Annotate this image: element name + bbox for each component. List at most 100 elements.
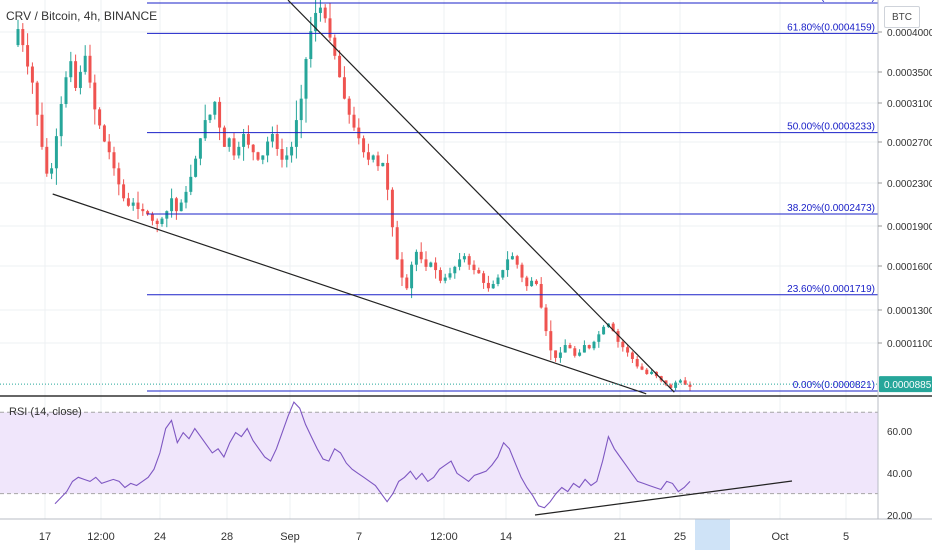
price-tick-label: 0.0002300 xyxy=(887,179,932,190)
candle-body xyxy=(477,270,481,274)
candle-body xyxy=(194,158,198,177)
candle-body xyxy=(299,98,303,121)
candle-body xyxy=(400,259,404,278)
candle-body xyxy=(146,211,150,215)
candle-body xyxy=(371,155,375,160)
candle-body xyxy=(486,282,490,289)
candle-body xyxy=(640,366,644,370)
candle-body xyxy=(510,256,514,260)
candle-body xyxy=(352,114,356,128)
candle-body xyxy=(112,152,116,169)
candle-body xyxy=(256,152,260,160)
last-price-tag: 0.0000885 xyxy=(879,376,932,393)
candle-body xyxy=(45,146,49,174)
candle-body xyxy=(174,198,178,212)
candle-body xyxy=(683,380,687,385)
fib-label: 23.60%(0.0001719) xyxy=(787,284,875,295)
candle-body xyxy=(467,256,471,265)
fib-label: 61.80%(0.0004159) xyxy=(787,22,875,33)
candle-body xyxy=(626,347,630,353)
candle-body xyxy=(69,61,73,78)
candle-body xyxy=(602,326,606,335)
candle-body xyxy=(650,371,654,374)
candle-body xyxy=(50,168,54,174)
candle-body xyxy=(362,138,366,153)
candle-body xyxy=(83,55,87,72)
candle-body xyxy=(434,262,438,271)
time-axis-ticks[interactable]: 17 12:00 24 28 Sep 7 12:00 14 21 25 Oct 5 xyxy=(39,531,849,543)
candle-body xyxy=(203,120,207,139)
candle-body xyxy=(458,259,462,267)
candle-body xyxy=(290,146,294,156)
candle-body xyxy=(587,345,591,349)
symbol-legend[interactable]: CRV / Bitcoin, 4h, BINANCE xyxy=(6,9,158,23)
candle-body xyxy=(131,202,135,206)
date-range-highlight xyxy=(695,519,730,550)
candle-body xyxy=(491,283,495,289)
fib-levels: 65.00%(0.0004443) 61.80%(0.0004159) 50.00%… xyxy=(147,0,878,392)
candle-body xyxy=(275,134,279,150)
candle-body xyxy=(597,334,601,342)
candle-body xyxy=(198,138,202,159)
time-tick-label: 21 xyxy=(614,531,626,543)
candle-body xyxy=(333,37,337,56)
rsi-line xyxy=(54,401,691,509)
candle-body xyxy=(318,7,322,13)
candle-body xyxy=(395,227,399,260)
candle-body xyxy=(222,127,226,147)
candle-body xyxy=(328,18,332,38)
time-tick-label: 24 xyxy=(154,531,166,543)
fib-label: 38.20%(0.0002473) xyxy=(787,203,875,214)
time-tick-label: 7 xyxy=(356,531,362,543)
rsi-tick-label: 40.00 xyxy=(887,469,912,480)
candle-body xyxy=(16,29,20,46)
candle-body xyxy=(35,82,39,115)
candle-body xyxy=(184,191,188,203)
upper-trendline xyxy=(287,0,675,393)
lower-trendline xyxy=(52,193,647,395)
candle-body xyxy=(549,331,553,351)
candle-body xyxy=(117,168,121,185)
last-price-label: 0.0000885 xyxy=(884,380,932,391)
time-tick-label: 12:00 xyxy=(87,531,115,543)
currency-badge[interactable]: BTC xyxy=(884,6,920,28)
candle-body xyxy=(30,66,34,83)
candle-body xyxy=(539,283,543,308)
price-axis-ticks[interactable]: 0.0004000 0.0003500 0.0003100 0.0002700 0.00… xyxy=(878,28,932,350)
rsi-legend[interactable]: RSI (14, close) xyxy=(9,406,82,418)
candles xyxy=(16,0,692,391)
rsi-trendline xyxy=(534,480,793,516)
candle-body xyxy=(136,202,140,209)
candle-body xyxy=(98,109,102,126)
time-tick-label: 25 xyxy=(674,531,686,543)
rsi-axis-ticks[interactable]: 60.00 40.00 20.00 xyxy=(887,427,912,522)
candle-body xyxy=(122,184,126,199)
candle-body xyxy=(645,369,649,374)
candle-body xyxy=(635,358,639,367)
trendlines xyxy=(52,0,675,395)
candle-body xyxy=(366,152,370,160)
candle-body xyxy=(170,198,174,212)
candle-body xyxy=(304,59,308,99)
candle-body xyxy=(280,149,284,160)
candle-body xyxy=(544,307,548,332)
candle-body xyxy=(26,45,30,67)
candle-body xyxy=(246,134,250,145)
candle-body xyxy=(342,77,346,99)
candle-body xyxy=(21,29,25,46)
candle-body xyxy=(208,114,212,121)
fib-label: 65.00%(0.0004443) xyxy=(787,0,875,3)
price-tick-label: 0.0001600 xyxy=(887,262,932,273)
candle-body xyxy=(78,71,82,88)
candle-body xyxy=(506,259,510,271)
candle-body xyxy=(64,77,68,105)
rsi-band-lines xyxy=(0,411,878,495)
candle-body xyxy=(453,266,457,274)
candle-body xyxy=(429,262,433,267)
candle-body xyxy=(270,134,274,142)
time-tick-label: 12:00 xyxy=(430,531,458,543)
candle-body xyxy=(54,136,58,169)
candle-body xyxy=(150,214,154,221)
